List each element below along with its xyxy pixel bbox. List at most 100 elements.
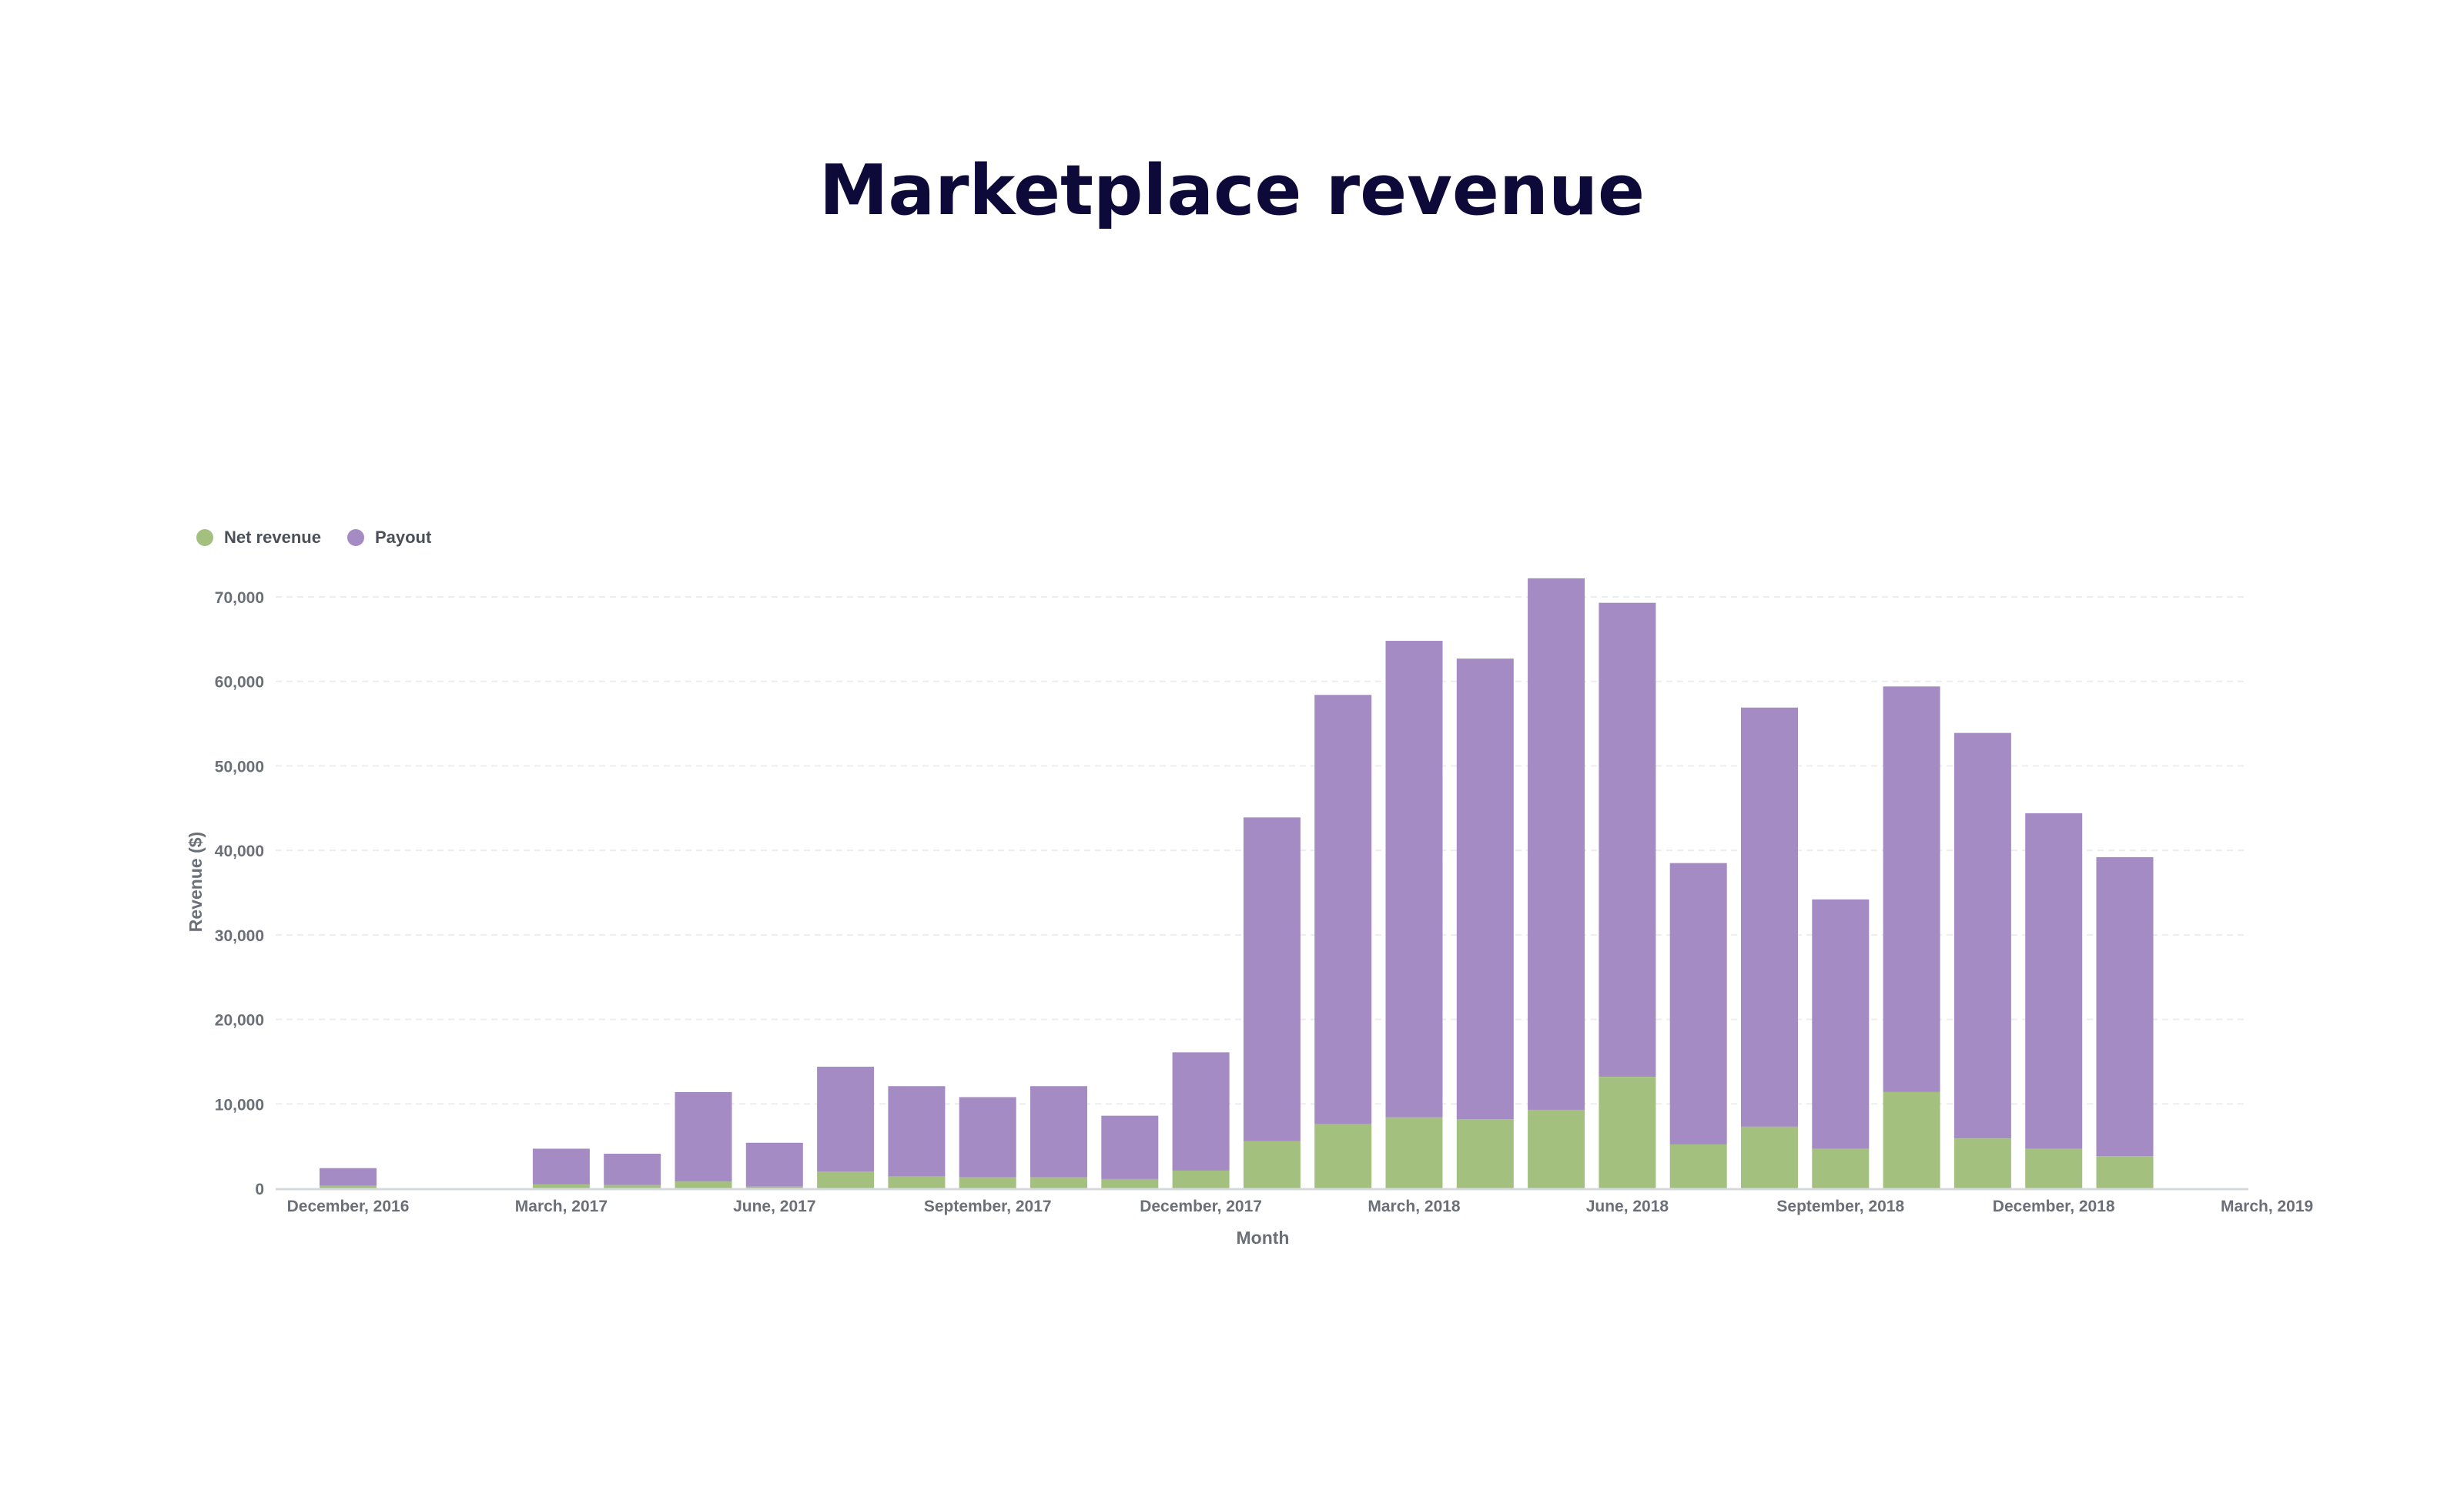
bar-group[interactable] [1456,659,1514,1188]
net-revenue-bar[interactable] [2025,1148,2083,1188]
bar-group[interactable] [959,1097,1016,1188]
legend-item-net-revenue[interactable]: Net revenue [196,528,321,548]
payout-bar[interactable] [604,1154,661,1185]
bar-group[interactable] [1101,1115,1159,1188]
x-axis-ticks: December, 2016 March, 2017 June, 2017 Septe… [287,1198,2314,1215]
bar-group[interactable] [320,1168,377,1188]
x-tick-label: March, 2017 [515,1198,608,1215]
payout-bar[interactable] [1669,863,1727,1144]
x-tick-label: March, 2018 [1368,1198,1461,1215]
net-revenue-swatch-icon [196,529,213,546]
y-tick-label: 40,000 [215,843,264,860]
payout-bar[interactable] [675,1091,732,1182]
y-tick-label: 10,000 [215,1096,264,1114]
bar-group[interactable] [817,1067,875,1188]
payout-bar[interactable] [1101,1115,1159,1179]
bars [320,578,2154,1188]
payout-bar[interactable] [1599,602,1656,1077]
payout-bar[interactable] [1528,578,1585,1110]
payout-bar[interactable] [532,1148,590,1185]
net-revenue-bar[interactable] [1741,1126,1798,1188]
net-revenue-bar[interactable] [959,1177,1016,1188]
x-tick-label: September, 2018 [1776,1198,1904,1215]
chart-title: Marketplace revenue [819,150,1645,231]
legend-label-net-revenue: Net revenue [224,528,321,547]
payout-bar[interactable] [745,1142,803,1187]
bar-group[interactable] [532,1148,590,1188]
bar-group[interactable] [1812,899,1870,1188]
bar-group[interactable] [1883,686,1940,1188]
x-tick-label: December, 2016 [287,1198,410,1215]
y-tick-label: 0 [255,1181,264,1198]
bar-group[interactable] [888,1086,946,1188]
payout-bar[interactable] [1243,817,1301,1141]
payout-bar[interactable] [1385,641,1443,1118]
bar-group[interactable] [1314,695,1372,1188]
net-revenue-bar[interactable] [675,1181,732,1188]
y-tick-label: 20,000 [215,1012,264,1030]
payout-bar[interactable] [888,1086,946,1177]
bar-group[interactable] [2025,813,2083,1188]
bar-group[interactable] [745,1142,803,1188]
bar-group[interactable] [604,1154,661,1188]
x-tick-label: September, 2017 [924,1198,1052,1215]
y-tick-label: 50,000 [215,758,264,776]
legend-item-payout[interactable]: Payout [346,528,431,548]
payout-bar[interactable] [1172,1052,1230,1171]
net-revenue-bar[interactable] [320,1185,377,1188]
y-tick-label: 30,000 [215,927,264,945]
bar-group[interactable] [1030,1086,1087,1188]
net-revenue-bar[interactable] [1528,1109,1585,1188]
net-revenue-bar[interactable] [1812,1148,1870,1188]
net-revenue-bar[interactable] [604,1185,661,1188]
payout-swatch-icon [346,529,364,546]
payout-bar[interactable] [1953,732,2011,1139]
net-revenue-bar[interactable] [2096,1156,2154,1188]
bar-group[interactable] [2096,856,2154,1188]
payout-bar[interactable] [1741,707,1798,1127]
net-revenue-bar[interactable] [1953,1138,2011,1188]
payout-bar[interactable] [1812,899,1870,1149]
chart-legend: Net revenue Payout [196,528,431,548]
bar-group[interactable] [1528,578,1585,1188]
net-revenue-bar[interactable] [1669,1144,1727,1188]
y-axis-ticks: 0 10,000 20,000 30,000 40,000 50,000 60,000 70,… [215,589,264,1198]
payout-bar[interactable] [959,1097,1016,1178]
payout-bar[interactable] [1030,1086,1087,1178]
payout-bar[interactable] [320,1168,377,1186]
x-tick-label: June, 2017 [733,1198,815,1215]
payout-bar[interactable] [2025,813,2083,1149]
net-revenue-bar[interactable] [1883,1091,1940,1188]
net-revenue-bar[interactable] [1101,1178,1159,1188]
y-tick-label: 60,000 [215,674,264,692]
net-revenue-bar[interactable] [1599,1077,1656,1188]
net-revenue-bar[interactable] [532,1184,590,1188]
payout-bar[interactable] [817,1067,875,1172]
bar-group[interactable] [1669,863,1727,1188]
x-tick-label: June, 2018 [1586,1198,1669,1215]
x-axis-label: Month [1237,1228,1290,1248]
bar-group[interactable] [1599,602,1656,1188]
y-tick-label: 70,000 [215,589,264,607]
payout-bar[interactable] [1456,659,1514,1120]
net-revenue-bar[interactable] [1385,1117,1443,1188]
bar-group[interactable] [675,1091,732,1188]
net-revenue-bar[interactable] [1030,1177,1087,1188]
net-revenue-bar[interactable] [817,1171,875,1188]
bar-group[interactable] [1741,707,1798,1188]
bar-group[interactable] [1243,817,1301,1188]
bar-group[interactable] [1385,641,1443,1188]
net-revenue-bar[interactable] [888,1176,946,1188]
net-revenue-bar[interactable] [1243,1141,1301,1188]
net-revenue-bar[interactable] [1172,1170,1230,1188]
payout-bar[interactable] [2096,856,2154,1157]
net-revenue-bar[interactable] [1314,1124,1372,1188]
bar-group[interactable] [1953,732,2011,1188]
x-tick-label: March, 2019 [2221,1198,2313,1215]
payout-bar[interactable] [1314,695,1372,1124]
payout-bar[interactable] [1883,686,1940,1092]
net-revenue-bar[interactable] [1456,1119,1514,1188]
net-revenue-bar[interactable] [745,1186,803,1188]
bar-group[interactable] [1172,1052,1230,1188]
